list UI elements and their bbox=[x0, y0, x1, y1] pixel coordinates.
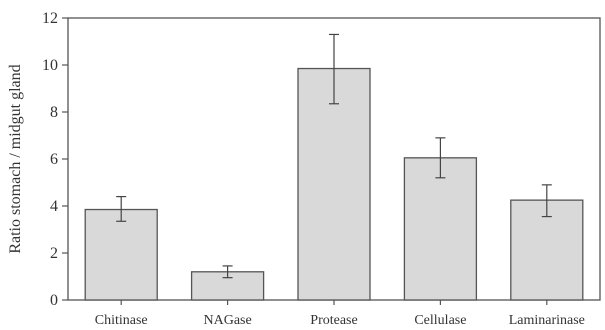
x-tick-label: NAGase bbox=[203, 313, 251, 328]
error-bars bbox=[116, 33, 552, 279]
y-tick-label: 6 bbox=[50, 151, 58, 168]
bar bbox=[84, 208, 158, 301]
y-tick-label: 4 bbox=[50, 198, 58, 215]
y-tick-label: 2 bbox=[50, 245, 58, 262]
x-tick-label: Cellulase bbox=[414, 313, 466, 328]
bar bbox=[297, 67, 371, 301]
y-axis-title: Ratio stomach / midgut gland bbox=[7, 64, 24, 253]
x-tick-label: Protease bbox=[310, 313, 357, 328]
y-tick-label: 8 bbox=[50, 104, 58, 121]
y-tick-label: 10 bbox=[42, 57, 58, 74]
x-tick-label: Laminarinase bbox=[509, 313, 585, 328]
y-tick-label: 0 bbox=[50, 292, 58, 309]
x-tick-label: Chitinase bbox=[95, 313, 148, 328]
y-tick-label: 12 bbox=[42, 10, 58, 27]
x-axis-labels: Chitinase NAGase Protease Cellulase Laminari… bbox=[95, 300, 585, 328]
bar bbox=[403, 157, 478, 301]
y-axis-ticks: 0 2 4 6 8 10 12 bbox=[42, 10, 68, 309]
